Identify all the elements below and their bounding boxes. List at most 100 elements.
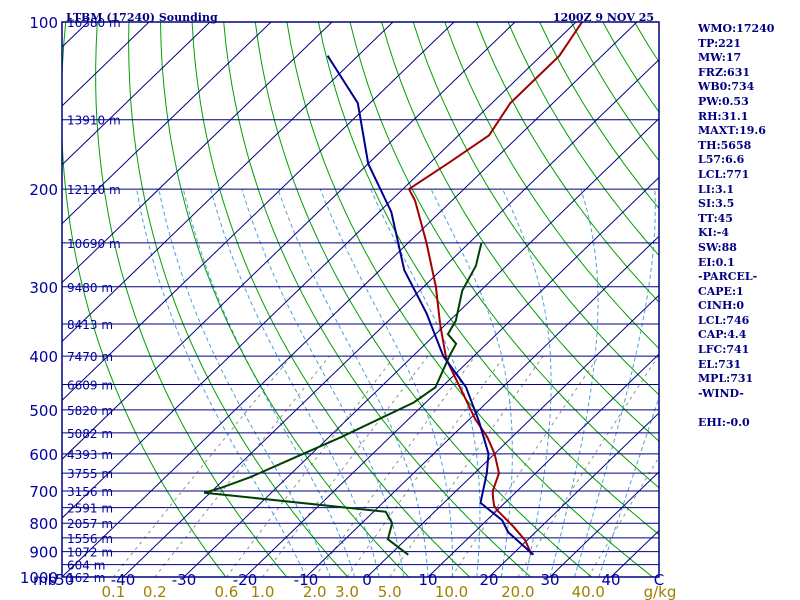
mixing-ratio-tick-label: 10.0 [435,583,468,600]
height-level-label: 162 m [67,571,105,585]
index-line: SI:3.5 [698,197,735,211]
isotherm-line [488,412,659,577]
index-line: CAP:4.4 [698,328,747,342]
height-level-label: 12110 m [67,183,121,197]
sounding-profiles [203,22,583,556]
index-line: PW:0.53 [698,94,749,108]
pressure-tick-label: 400 [29,348,58,366]
height-level-label: 9480 m [67,281,113,295]
index-line: RH:31.1 [698,109,749,123]
moist-adiabat-line [210,188,380,577]
moist-adiabat-line [182,188,356,577]
index-line: WMO:17240 [698,22,775,35]
height-level-label: 2591 m [67,502,113,516]
index-line: KI:-4 [698,226,729,240]
isotherm-line [0,22,27,577]
temperature-tick-label: 0 [362,571,372,589]
pressure-unit-label: mb [33,571,57,589]
index-line: TH:5658 [698,138,752,152]
isotherm-line [62,22,272,225]
mixing-ratio-line [517,355,659,577]
mixing-ratio-line [226,355,396,577]
height-level-label: 13910 m [67,114,121,128]
mixing-ratio-tick-label: 0.2 [143,583,167,600]
mixing-ratio-tick-label: 5.0 [378,583,402,600]
index-line: LCL:771 [698,167,750,181]
pressure-tick-label: 900 [29,544,58,562]
height-level-label: 16380 m [67,16,121,30]
mixing-ratio-line [154,355,330,577]
height-level-label: 7470 m [67,350,113,364]
moist-adiabat-line [430,188,513,577]
index-line: -WIND- [698,386,744,400]
mixing-ratio-tick-label: 3.0 [335,583,359,600]
temperature-profile [407,22,583,556]
mixing-ratio-unit-label: g/kg [644,583,677,600]
mixing-ratio-tick-label: 2.0 [303,583,327,600]
isobars [62,21,659,578]
index-line: MAXT:19.6 [698,124,766,138]
parcel-profile [326,55,535,556]
mixing-ratio-tick-label: 0.1 [101,583,125,600]
index-line: TT:45 [698,211,733,225]
dry-adiabat-line [128,22,349,577]
mixing-ratio-line [262,355,429,577]
pressure-tick-label: 800 [29,515,58,533]
index-line: TP:221 [698,36,742,50]
pressure-tick-label: 500 [29,402,58,420]
height-level-label: 604 m [67,559,105,573]
moist-adiabat-line [277,188,429,577]
index-line: FRZ:631 [698,65,751,79]
isotherm-line [305,235,659,577]
index-line: SW:88 [698,240,737,254]
dewpoint-profile [203,242,483,556]
isotherm-line [122,58,659,577]
index-line: MPL:731 [698,372,754,386]
moist-adiabat-line [241,188,405,577]
isotherm-line [549,471,659,577]
temperature-tick-label: 20 [479,571,498,589]
temperature-unit-label: C [654,571,664,589]
temperature-tick-label: -30 [172,571,197,589]
moist-adiabat-line [158,188,331,577]
index-line: EHI:-0.0 [698,416,750,430]
temperature-tick-label: 10 [418,571,437,589]
pressure-tick-label: 600 [29,446,58,464]
index-line: LFC:741 [698,343,750,357]
isotherm-line [62,22,211,166]
plot-frame [61,21,660,578]
moist-adiabat-line [502,188,552,577]
index-line: MW:17 [698,51,742,65]
isotherm-line [62,22,638,577]
index-line: CINH:0 [698,299,745,313]
mixing-ratio-line [113,355,292,577]
height-level-label: 3156 m [67,485,113,499]
stability-indices-panel: WMO:17240 TP:221 MW:17 FRZ:631 WB0:734 PW:0.5… [698,22,798,431]
isotherm-line [244,176,659,577]
moist-adiabat-line [549,188,599,577]
isotherm-line [62,22,577,519]
height-level-label: 5082 m [67,427,113,441]
index-line: -PARCEL- [698,270,758,284]
isotherm-line [62,22,455,402]
dry-adiabats [62,22,659,577]
pressure-tick-label: 100 [29,14,58,32]
mixing-ratio-tick-label: 1.0 [251,583,275,600]
temperature-tick-label: -10 [294,571,319,589]
isotherm-line [62,22,394,343]
index-line [698,401,798,416]
isotherm-line [62,22,333,284]
chart-subtitle: 1200Z 9 NOV 25 [553,11,654,24]
isotherm-line [183,117,659,577]
pressure-tick-label: 200 [29,181,58,199]
temperature-tick-label: -40 [111,571,136,589]
index-line: WB0:734 [698,80,755,94]
height-level-label: 2057 m [67,517,113,531]
height-level-label: 5820 m [67,404,113,418]
index-line: EI:0.1 [698,255,735,269]
height-level-label: 4393 m [67,448,113,462]
pressure-tick-label: 300 [29,279,58,297]
index-line: LI:3.1 [698,182,735,196]
